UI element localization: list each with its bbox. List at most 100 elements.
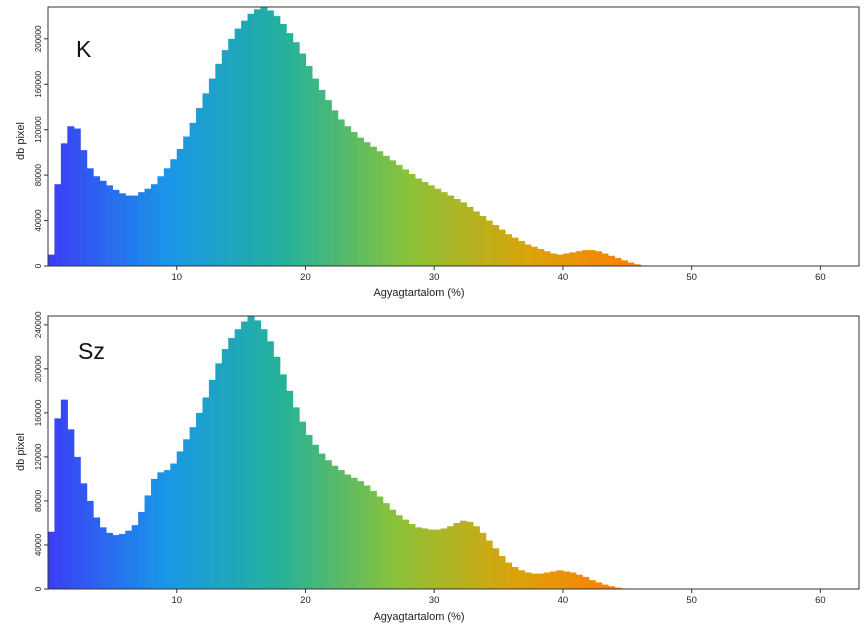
histogram-bar [112, 189, 120, 266]
histogram-bar [530, 573, 538, 589]
histogram-bar [305, 434, 313, 589]
x-tick-label: 60 [815, 272, 826, 283]
y-tick-label: 200000 [34, 355, 43, 382]
histogram-bar [247, 13, 255, 266]
histogram-bar [620, 260, 628, 266]
histogram-bar [344, 474, 352, 589]
histogram-bar [459, 520, 467, 589]
x-tick-label: 30 [429, 272, 440, 283]
x-tick-label: 30 [429, 595, 440, 606]
histogram-bar [466, 206, 474, 266]
y-tick-label: 0 [34, 263, 43, 268]
histogram-bar [54, 184, 62, 266]
histogram-bar [447, 195, 455, 266]
histogram-bar [588, 580, 596, 589]
plot-frame [47, 315, 860, 590]
histogram-bar [569, 252, 577, 266]
histogram-bar [196, 412, 204, 589]
histogram-bar [492, 548, 500, 589]
histogram-bar [247, 316, 255, 589]
histogram-bar [125, 530, 133, 589]
histogram-bar [550, 253, 558, 266]
histogram-bar [318, 453, 326, 589]
histogram-bar [67, 429, 75, 589]
histogram-bar [440, 192, 448, 266]
histogram-bar [163, 168, 171, 266]
histogram-bar [459, 202, 467, 266]
histogram-bar [299, 421, 307, 589]
histogram-bar [530, 246, 538, 266]
histogram-bar [54, 418, 62, 590]
histogram-bar [48, 531, 56, 589]
histogram-bar [466, 521, 474, 589]
histogram-bar [562, 253, 570, 266]
histogram-bar [112, 535, 120, 589]
histogram-bar [331, 110, 339, 267]
histogram-bar [324, 100, 332, 267]
histogram-bar [67, 126, 75, 266]
histogram-bar [485, 540, 493, 589]
histogram-bar [157, 176, 165, 266]
plot-frame [47, 6, 860, 267]
histogram-bar [241, 20, 249, 266]
histogram-bar [524, 572, 532, 589]
histogram-bar [260, 329, 268, 589]
histogram-bar [305, 66, 313, 266]
histogram-bar [279, 24, 287, 266]
histogram-bar [253, 9, 262, 267]
histogram-bar [118, 533, 126, 589]
histogram-bar [99, 180, 107, 266]
x-tick-label: 20 [300, 595, 311, 606]
histogram-bar [331, 465, 339, 589]
histogram-bar [376, 496, 384, 589]
histogram-bar [607, 255, 616, 266]
histogram-bar [138, 192, 146, 266]
y-axis-title-sz: db pixel [15, 433, 27, 471]
histogram-bar [286, 33, 294, 266]
histogram-bar [260, 7, 268, 266]
histogram-bar [485, 220, 493, 266]
histogram-bar [556, 254, 564, 266]
histogram-bar [170, 463, 178, 589]
x-tick-label: 10 [171, 272, 182, 283]
x-tick-label: 40 [558, 595, 569, 606]
histogram-bar [453, 522, 461, 589]
x-axis-title-k: Agyagtartalom (%) [373, 287, 464, 299]
histogram-bar [131, 525, 139, 589]
histogram-bar [221, 50, 229, 266]
histogram-bars-sz [48, 316, 628, 590]
histogram-bar [299, 53, 307, 266]
histogram-bar [414, 178, 422, 266]
x-tick-label: 20 [300, 272, 311, 283]
y-tick-label: 0 [34, 586, 43, 591]
histogram-bar [176, 149, 184, 266]
histogram-bar [234, 28, 242, 266]
histogram-bar [363, 485, 371, 589]
histogram-bar [588, 250, 596, 266]
histogram-bar [99, 527, 107, 589]
x-tick-label: 10 [171, 595, 182, 606]
histogram-bar [607, 586, 616, 589]
histogram-bar [350, 477, 358, 589]
histogram-bar [402, 169, 410, 266]
histogram-bar [86, 500, 94, 589]
histogram-bar [208, 379, 216, 589]
histogram-bar [253, 320, 262, 589]
x-tick-label: 40 [558, 272, 569, 283]
histogram-bar [556, 570, 564, 589]
histogram-bar [389, 160, 397, 266]
histogram-bar [144, 188, 152, 266]
histogram-bar [138, 511, 146, 589]
histogram-bar [60, 399, 68, 589]
histogram-bar [492, 225, 500, 266]
panel-label-sz: Sz [78, 338, 105, 364]
histogram-bar [350, 131, 358, 266]
y-tick-label: 240000 [34, 311, 43, 338]
histogram-bar [595, 251, 603, 266]
x-axis-title-sz: Agyagtartalom (%) [373, 611, 464, 623]
histogram-bar [382, 503, 390, 589]
axes-k: 10 20 30 40 50 60 0 40000 80000 120000 160000 20000… [34, 6, 860, 283]
histogram-bar [344, 126, 352, 266]
histogram-bar [369, 491, 377, 589]
histogram-bar [311, 78, 319, 266]
